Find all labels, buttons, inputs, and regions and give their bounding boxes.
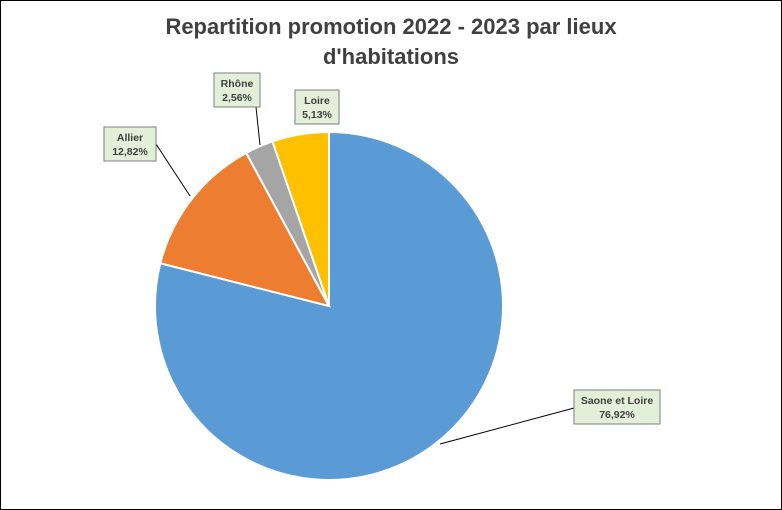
data-label-value-rhone: 2,56% <box>222 92 252 104</box>
data-label-category-allier: Allier <box>117 132 143 144</box>
pie-slice-allier <box>159 151 331 308</box>
data-label-category-saone-et-loire: Saone et Loire <box>581 395 654 407</box>
data-label-box-saone-et-loire <box>573 389 661 425</box>
data-label-value-saone-et-loire: 76,92% <box>599 409 635 421</box>
data-label-box-loire <box>294 89 340 125</box>
chart-title-line1: Repartition promotion 2022 - 2023 par li… <box>165 14 617 39</box>
leader-line-saone-et-loire <box>439 407 575 445</box>
data-label-box-rhone <box>213 72 261 108</box>
data-label-box-allier <box>103 126 157 162</box>
chart-title: Repartition promotion 2022 - 2023 par li… <box>0 12 782 72</box>
data-label-value-allier: 12,82% <box>112 146 148 158</box>
chart-title-line2: d'habitations <box>322 44 459 69</box>
data-label-category-rhone: Rhône <box>221 78 254 90</box>
data-label-category-loire: Loire <box>304 95 330 107</box>
leader-line-allier <box>155 143 191 197</box>
data-label-value-loire: 5,13% <box>302 109 332 121</box>
pie-slice-loire <box>271 130 330 307</box>
leader-line-rhone <box>255 106 261 146</box>
